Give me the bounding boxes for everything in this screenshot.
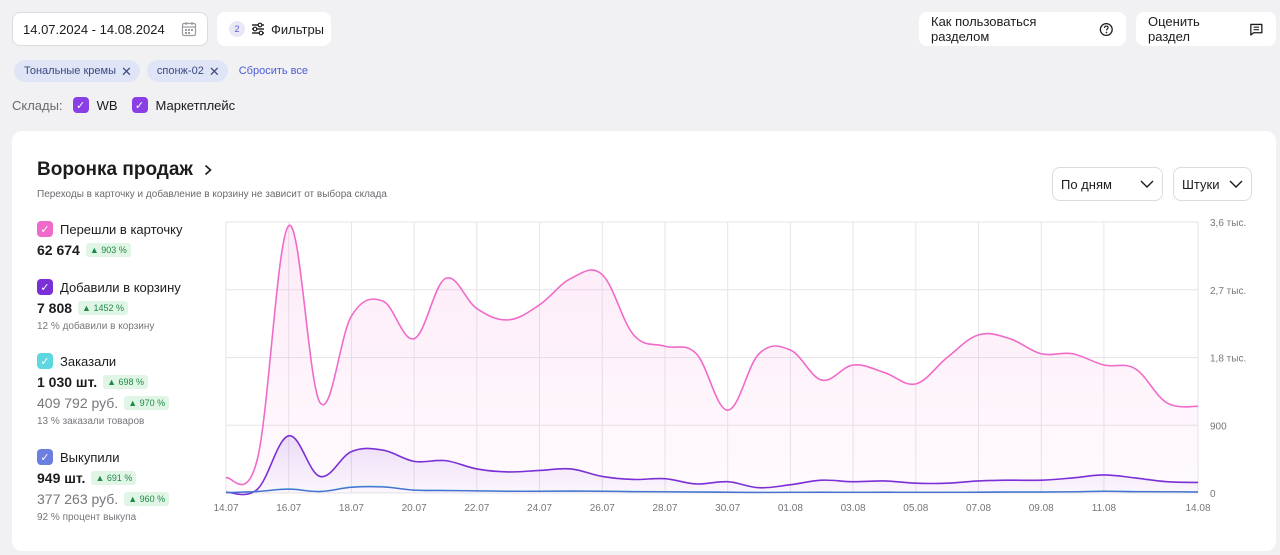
series-buyouts-line	[225, 485, 1199, 494]
change-badge: ▲ 1452 %	[78, 301, 128, 315]
filters-label: Фильтры	[271, 21, 325, 37]
metric-label: Заказали	[60, 353, 117, 369]
filter-chip[interactable]: Тональные кремы ✕	[14, 60, 140, 82]
change-badge: ▲ 691 %	[91, 471, 137, 485]
x-tick-label: 22.07	[464, 503, 489, 514]
x-tick-label: 03.08	[841, 503, 866, 514]
series-card-views-area	[226, 225, 1198, 493]
feedback-icon	[1250, 23, 1263, 36]
active-filter-chips: Тональные кремы ✕ спонж-02 ✕ Сбросить вс…	[14, 60, 308, 82]
metric-value: 949 шт.	[37, 470, 86, 486]
y-tick-label: 0	[1210, 489, 1216, 500]
series-toggle-checkbox[interactable]: ✓	[37, 221, 53, 237]
filter-chip-label: спонж-02	[156, 65, 204, 77]
x-tick-label: 11.08	[1092, 503, 1117, 514]
filter-chip[interactable]: спонж-02 ✕	[146, 60, 228, 82]
series-card-views-line	[225, 224, 1199, 486]
x-tick-label: 20.07	[402, 503, 427, 514]
metric-value-rub: 409 792 руб.	[37, 395, 119, 411]
change-badge: ▲ 960 %	[124, 492, 170, 506]
unit-select[interactable]: Штуки	[1173, 167, 1252, 201]
metric-label: Добавили в корзину	[60, 279, 181, 295]
metric-buyouts: ✓ Выкупили 949 шт. ▲ 691 % 377 263 руб. …	[37, 449, 170, 523]
rate-label: Оценить раздел	[1148, 14, 1200, 44]
sales-funnel-chart: 3,6 тыс. 2,7 тыс. 1,8 тыс. 900 0 14.07 16.07 18…	[213, 218, 1246, 514]
x-tick-label: 09.08	[1029, 503, 1054, 514]
x-tick-label: 14.07	[213, 503, 238, 514]
change-badge: ▲ 970 %	[124, 396, 170, 410]
metric-note: 12 % добавили в корзину	[37, 321, 155, 332]
question-circle-icon	[1100, 22, 1114, 36]
x-tick-label: 30.07	[715, 503, 740, 514]
period-select-value: По дням	[1061, 176, 1112, 192]
close-icon[interactable]: ✕	[121, 63, 132, 79]
card-subtitle: Переходы в карточку и добавление в корзи…	[37, 189, 387, 200]
metric-value: 7 808	[37, 300, 73, 316]
calendar-icon[interactable]	[181, 21, 197, 37]
help-button[interactable]: Как пользоваться разделом	[919, 12, 1126, 46]
change-badge: ▲ 698 %	[103, 375, 149, 389]
chevron-right-icon	[204, 164, 212, 176]
date-range-value: 14.07.2024 - 14.08.2024	[23, 21, 165, 37]
card-title[interactable]: Воронка продаж	[37, 159, 213, 181]
metric-note: 92 % процент выкупа	[37, 512, 137, 523]
wb-checkbox[interactable]: ✓	[72, 97, 89, 113]
warehouses-label: Склады:	[12, 97, 63, 113]
metric-value: 62 674	[37, 242, 80, 258]
close-icon[interactable]: ✕	[208, 63, 220, 79]
series-toggle-checkbox[interactable]: ✓	[37, 279, 53, 295]
warehouses-filter: Склады: ✓ WB ✓ Маркетплейс	[12, 97, 235, 113]
date-range-input[interactable]: 14.07.2024 - 14.08.2024	[12, 12, 208, 46]
metric-add-to-cart: ✓ Добавили в корзину 7 808 ▲ 1452 % 12 %…	[37, 279, 181, 332]
y-tick-label: 3,6 тыс.	[1210, 218, 1246, 229]
metric-card-views: ✓ Перешли в карточку 62 674 ▲ 903 %	[37, 221, 182, 258]
help-label: Как пользоваться разделом	[931, 14, 1037, 44]
metric-orders: ✓ Заказали 1 030 шт. ▲ 698 % 409 792 руб…	[37, 353, 170, 427]
x-tick-label: 14.08	[1185, 503, 1210, 514]
x-tick-label: 07.08	[966, 503, 991, 514]
metric-label: Выкупили	[60, 449, 120, 465]
y-tick-label: 900	[1210, 421, 1227, 432]
filters-count-badge: 2	[229, 21, 245, 37]
chevron-down-icon	[1229, 180, 1243, 188]
x-tick-label: 24.07	[527, 503, 552, 514]
metric-label: Перешли в карточку	[60, 221, 183, 237]
rate-section-button[interactable]: Оценить раздел	[1136, 12, 1276, 46]
wb-checkbox-label: WB	[96, 97, 118, 113]
chevron-down-icon	[1140, 180, 1154, 188]
sales-funnel-card: Воронка продаж Переходы в карточку и доб…	[12, 131, 1276, 551]
period-select[interactable]: По дням	[1052, 167, 1163, 201]
series-add-to-cart-line	[225, 434, 1199, 496]
series-toggle-checkbox[interactable]: ✓	[37, 353, 53, 369]
unit-select-value: Штуки	[1182, 176, 1220, 192]
sliders-icon	[252, 22, 264, 36]
marketplace-checkbox[interactable]: ✓	[131, 97, 148, 113]
y-tick-label: 2,7 тыс.	[1210, 286, 1246, 297]
metric-note: 13 % заказали товаров	[37, 416, 145, 427]
change-badge: ▲ 903 %	[85, 243, 131, 257]
x-tick-label: 18.07	[339, 503, 364, 514]
series-toggle-checkbox[interactable]: ✓	[37, 449, 53, 465]
x-tick-label: 26.07	[590, 503, 615, 514]
reset-filters-link[interactable]: Сбросить все	[238, 65, 309, 77]
x-tick-label: 01.08	[778, 503, 803, 514]
filters-button[interactable]: 2 Фильтры	[217, 12, 331, 46]
series-add-to-cart-area	[226, 435, 1198, 495]
filter-chip-label: Тональные кремы	[24, 65, 116, 77]
marketplace-checkbox-label: Маркетплейс	[155, 97, 236, 113]
x-tick-label: 16.07	[276, 503, 301, 514]
metric-value-rub: 377 263 руб.	[37, 491, 119, 507]
metric-value: 1 030 шт.	[37, 374, 98, 390]
x-tick-label: 28.07	[652, 503, 677, 514]
y-tick-label: 1,8 тыс.	[1210, 354, 1246, 365]
x-tick-label: 05.08	[903, 503, 928, 514]
card-title-text: Воронка продаж	[37, 159, 193, 180]
